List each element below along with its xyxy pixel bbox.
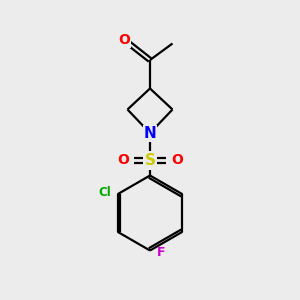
Text: O: O [118,34,130,47]
Text: O: O [171,154,183,167]
Text: F: F [157,245,166,259]
Text: O: O [117,154,129,167]
Text: S: S [145,153,155,168]
Text: Cl: Cl [98,186,111,199]
Text: N: N [144,126,156,141]
